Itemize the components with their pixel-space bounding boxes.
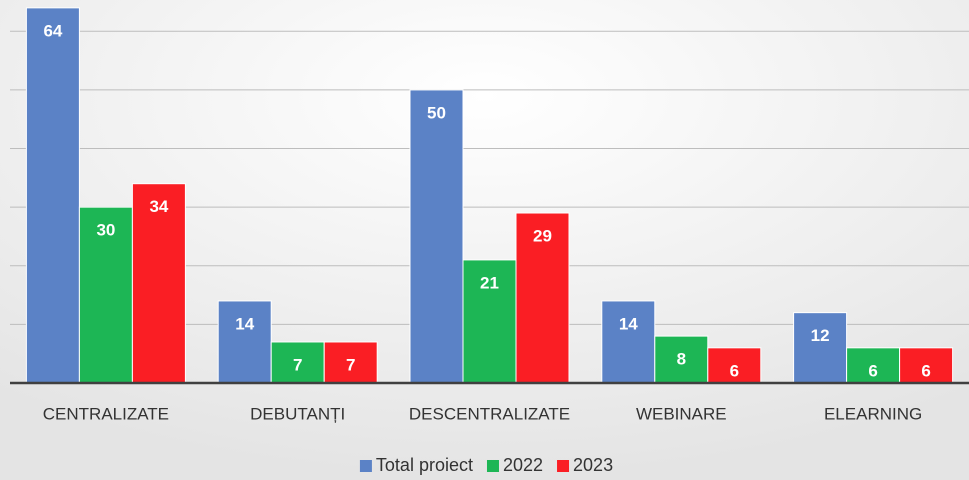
x-tick-label: DEBUTANȚI [250, 404, 345, 423]
data-label: 30 [96, 221, 115, 240]
legend-swatch [486, 460, 499, 472]
x-tick-label: DESCENTRALIZATE [409, 404, 570, 423]
data-label: 64 [43, 21, 62, 40]
bar [515, 212, 570, 384]
data-label: 6 [868, 361, 877, 380]
data-label: 6 [921, 361, 930, 380]
legend-label: 2022 [503, 455, 543, 475]
data-label: 14 [619, 314, 638, 333]
legend-swatch [359, 460, 372, 472]
x-tick-label: WEBINARE [636, 404, 727, 423]
data-label: 14 [235, 314, 254, 333]
x-tick-label: CENTRALIZATE [43, 404, 169, 423]
bar [409, 89, 464, 384]
bar [217, 300, 272, 384]
data-label: 8 [677, 350, 686, 369]
bar [846, 347, 901, 384]
data-label: 29 [533, 226, 552, 245]
legend-swatch [557, 460, 570, 472]
bar [131, 183, 186, 384]
data-label: 34 [149, 197, 168, 216]
legend-label: Total proiect [376, 455, 473, 475]
data-label: 7 [346, 355, 355, 374]
bar [793, 312, 848, 384]
bar [899, 347, 954, 384]
x-tick-label: ELEARNING [824, 404, 922, 423]
data-label: 12 [811, 326, 830, 345]
data-label: 50 [427, 103, 446, 122]
legend-label: 2023 [573, 455, 613, 475]
bar [462, 259, 517, 384]
bar [323, 341, 378, 384]
data-label: 21 [480, 273, 499, 292]
bar [25, 7, 80, 384]
data-label: 6 [730, 361, 739, 380]
bar [601, 300, 656, 384]
bar [654, 335, 709, 384]
data-label: 7 [293, 355, 302, 374]
